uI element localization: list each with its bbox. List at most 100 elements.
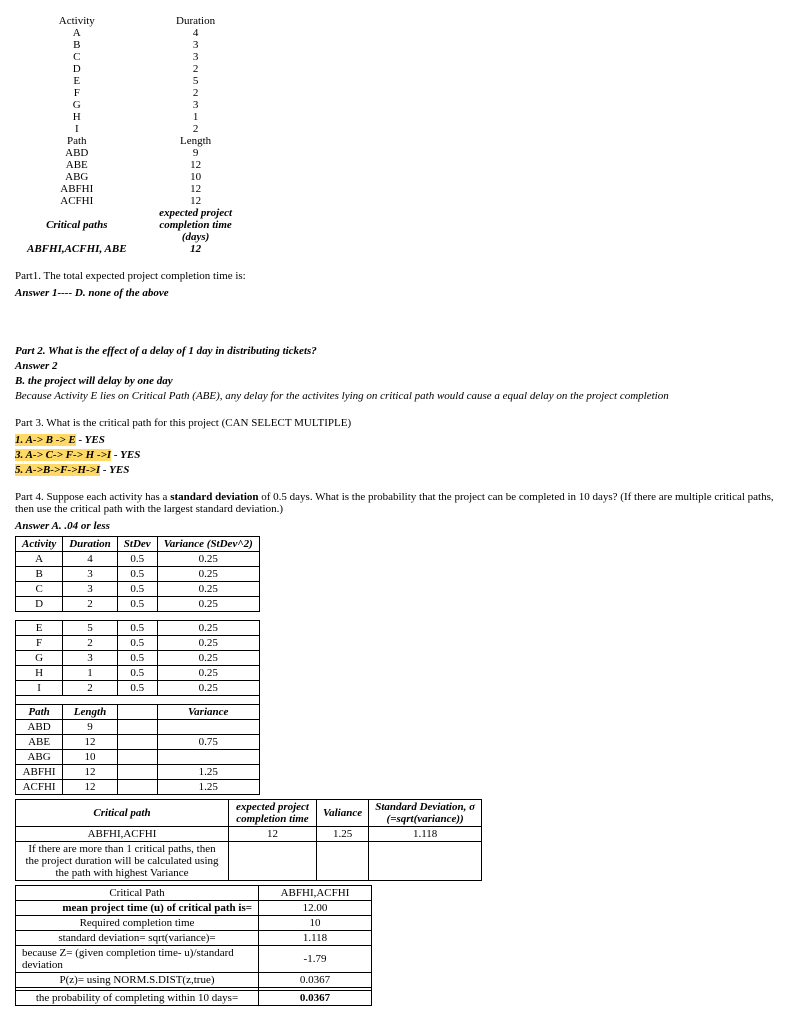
cell: 5 [63,621,118,636]
cell: ABG [16,750,63,765]
cell: ABFHI,ACFHI [259,886,372,901]
cell: Critical Path [16,886,259,901]
cell: ABE [15,159,139,171]
variance-table: Activity Duration StDev Variance (StDev^… [15,536,260,795]
part3-a1: 1. A-> B -> E - YES [15,434,785,446]
col-header: Path [15,135,139,147]
cell: D [16,597,63,612]
cell [117,720,157,735]
cell: 0.5 [117,681,157,696]
cell: 0.25 [157,621,259,636]
cell: 9 [63,720,118,735]
cell: 3 [139,39,253,51]
cell: 12 [63,735,118,750]
cell: 3 [63,582,118,597]
cell: 1.25 [317,827,369,842]
crit-header: expected project completion time (days) [139,207,253,243]
cell [117,750,157,765]
cell: 0.0367 [259,991,372,1006]
cell: ACFHI [15,195,139,207]
cell: F [15,87,139,99]
cell: 0.0367 [259,973,372,988]
cell: P(z)= using NORM.S.DIST(z,true) [16,973,259,988]
th: StDev [117,537,157,552]
cell [369,842,482,881]
cell: 0.25 [157,681,259,696]
cell: mean project time (u) of critical path i… [16,901,259,916]
gap [16,696,260,705]
cell: 2 [139,63,253,75]
th: Variance (StDev^2) [157,537,259,552]
crit-val: 12 [139,243,253,255]
cell: 5 [139,75,253,87]
suffix: - YES [76,434,105,446]
part2-answer: B. the project will delay by one day [15,375,785,387]
col-header: Duration [139,15,253,27]
cell: H [16,666,63,681]
cell: because Z= (given completion time- u)/st… [16,946,259,973]
part4-question: Part 4. Suppose each activity has a stan… [15,491,785,515]
cell: 0.25 [157,567,259,582]
cell: Required completion time [16,916,259,931]
part2-answer-head: Answer 2 [15,360,785,372]
cell: 9 [139,147,253,159]
cell: 0.5 [117,582,157,597]
th: expected project completion time [229,800,317,827]
cell: 10 [259,916,372,931]
th: Duration [63,537,118,552]
cell: 3 [63,567,118,582]
cell: 12 [139,183,253,195]
cell: 12 [139,195,253,207]
cell: 1.118 [369,827,482,842]
cell: 0.25 [157,582,259,597]
cell: 2 [63,636,118,651]
cell: 0.25 [157,597,259,612]
th: Length [63,705,118,720]
cell [317,842,369,881]
cell: 0.75 [157,735,259,750]
cell: 12 [63,765,118,780]
cell: 4 [139,27,253,39]
cell: 0.25 [157,651,259,666]
cell: ABD [15,147,139,159]
cell: 0.5 [117,636,157,651]
gap [16,612,260,621]
cell: ABD [16,720,63,735]
cell: 2 [63,681,118,696]
cell: 3 [139,51,253,63]
cell: 1 [63,666,118,681]
hl: 1. A-> B -> E [15,434,76,446]
cell: 3 [139,99,253,111]
th [117,705,157,720]
note: If there are more than 1 critical paths,… [16,842,229,881]
cell: B [16,567,63,582]
cell: ABFHI,ACFHI [16,827,229,842]
cell: H [15,111,139,123]
crit-val: ABFHI,ACFHI, ABE [15,243,139,255]
cell: 0.5 [117,567,157,582]
cell: 12 [139,159,253,171]
cell: 1.25 [157,780,259,795]
cell: B [15,39,139,51]
cell [229,842,317,881]
hl: 3. A-> C-> F-> H ->I [15,449,111,461]
cell [157,720,259,735]
cell: ABG [15,171,139,183]
cell: A [15,27,139,39]
bold: 0.0367 [300,992,330,1004]
part3-a5: 5. A->B->F->H->I - YES [15,464,785,476]
cell: C [16,582,63,597]
cell [117,765,157,780]
part1-question: Part1. The total expected project comple… [15,270,785,282]
cell: 0.5 [117,552,157,567]
activity-table: ActivityDuration A4 B3 C3 D2 E5 F2 G3 H1… [15,15,253,255]
cell: 3 [63,651,118,666]
cell: E [15,75,139,87]
cell: 12.00 [259,901,372,916]
cell: 0.25 [157,552,259,567]
part1-answer: Answer 1---- D. none of the above [15,287,785,299]
hl: 5. A->B->F->H->I [15,464,100,476]
cell: 10 [63,750,118,765]
cell: 0.5 [117,597,157,612]
cell: 0.5 [117,621,157,636]
